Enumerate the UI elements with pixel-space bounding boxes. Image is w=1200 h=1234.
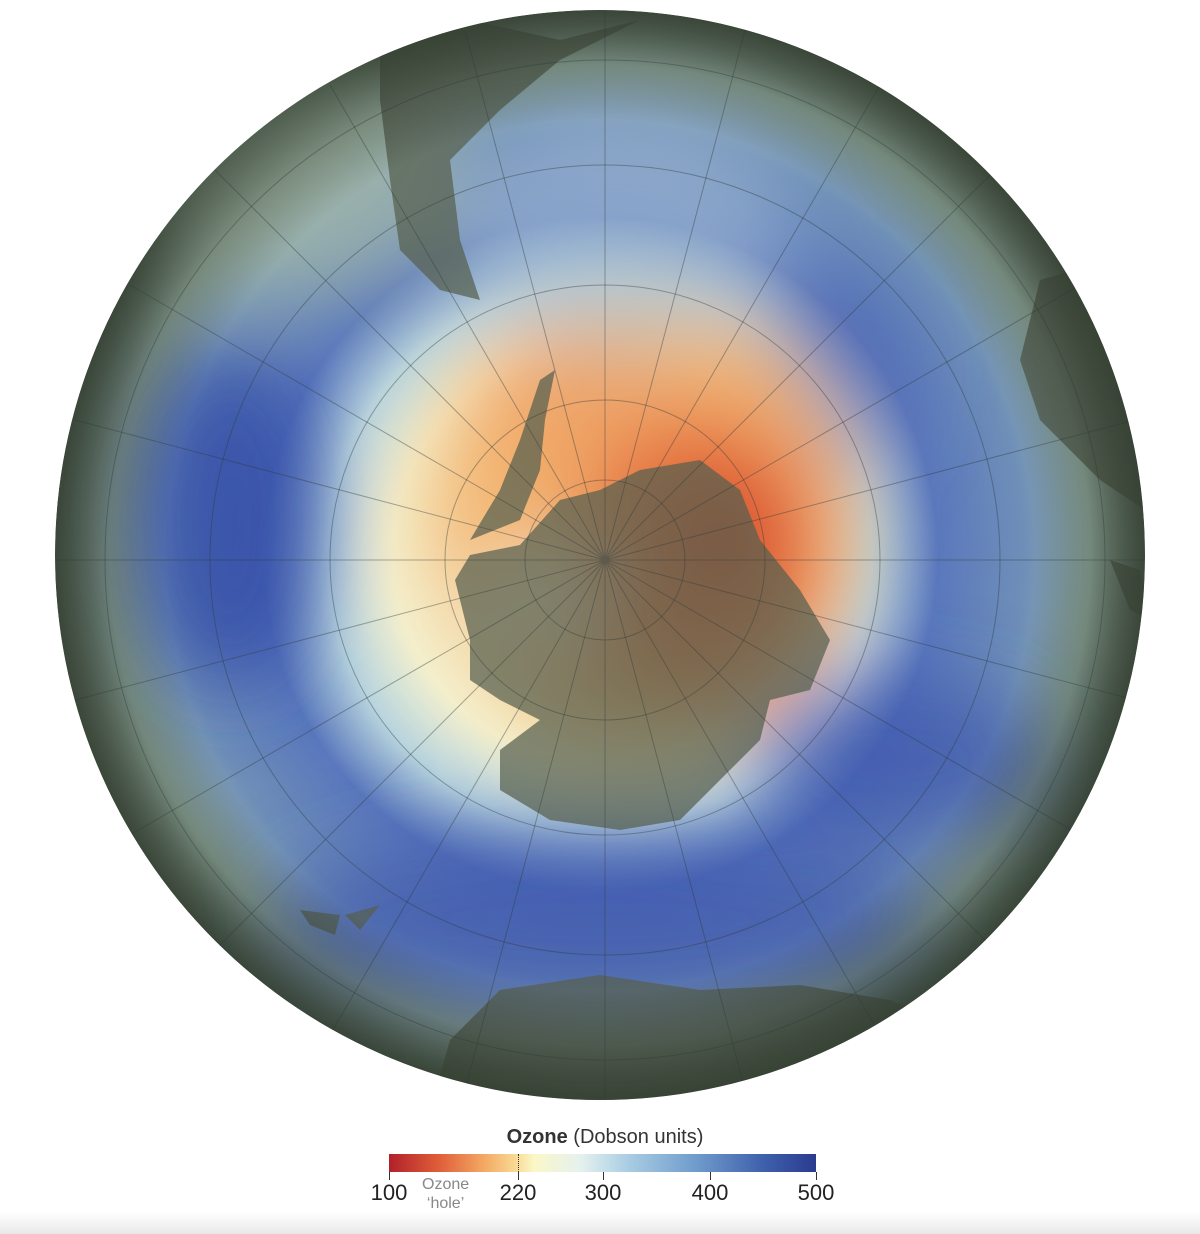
tick-label: 100 (370, 1180, 408, 1205)
tick (710, 1172, 711, 1180)
tick-label: 220 (499, 1180, 537, 1205)
tick (603, 1172, 604, 1180)
tick (816, 1172, 817, 1180)
ozone-hole-label: Ozone ‘hole’ (422, 1176, 470, 1212)
bottom-shade (0, 1212, 1200, 1234)
hole-threshold-marker (518, 1154, 519, 1178)
colorbar (389, 1154, 816, 1172)
tick-label: 500 (797, 1180, 835, 1205)
ozone-globe-map (55, 10, 1145, 1100)
tick (389, 1172, 390, 1180)
colorbar-legend: Ozone (Dobson units) 100 220 300 400 500… (370, 1120, 840, 1234)
tick-label: 400 (691, 1180, 729, 1205)
graticule (55, 10, 1145, 1100)
legend-title: Ozone (Dobson units) (506, 1126, 704, 1148)
tick (518, 1172, 519, 1180)
tick-label: 300 (584, 1180, 622, 1205)
